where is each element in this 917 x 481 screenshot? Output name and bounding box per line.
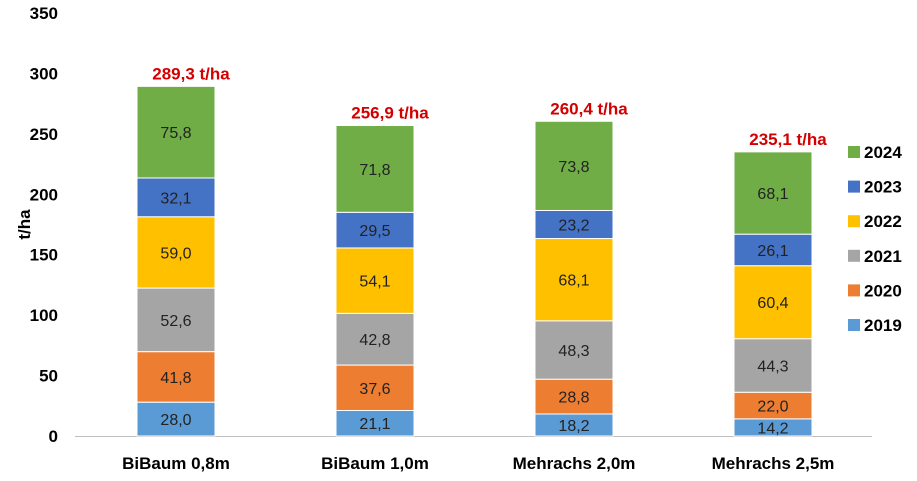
data-label: 14,2 xyxy=(757,420,788,437)
data-label: 18,2 xyxy=(558,418,589,435)
data-label: 68,1 xyxy=(757,186,788,203)
data-label: 28,8 xyxy=(558,390,589,407)
bar-segment-2021 xyxy=(335,312,415,366)
bar-segment-2023 xyxy=(335,211,415,249)
bar-segment-2024 xyxy=(335,125,415,213)
y-tick-label: 150 xyxy=(30,246,58,265)
bar-segment-2022 xyxy=(733,265,813,340)
legend-swatch-2023 xyxy=(848,180,860,193)
bar-segment-2021 xyxy=(733,338,813,393)
bar-segment-2023 xyxy=(534,209,614,240)
y-tick-label: 100 xyxy=(30,306,58,325)
y-tick-label: 350 xyxy=(30,4,58,23)
data-label: 42,8 xyxy=(359,332,390,349)
data-label: 22,0 xyxy=(757,399,788,416)
legend-label: 2024 xyxy=(864,143,902,162)
legend-label: 2022 xyxy=(864,212,902,231)
bar-total-label: 235,1 t/ha xyxy=(749,130,827,149)
bar-segment-2023 xyxy=(136,177,216,218)
data-label: 37,6 xyxy=(359,381,390,398)
y-tick-label: 200 xyxy=(30,185,58,204)
bar-segment-2019 xyxy=(136,401,216,437)
bar-segment-2022 xyxy=(136,216,216,289)
data-label: 59,0 xyxy=(160,245,191,262)
legend-swatch-2021 xyxy=(848,249,860,262)
legend-swatch-2024 xyxy=(848,146,860,158)
x-category-label: Mehrachs 2,5m xyxy=(712,454,835,473)
legend-label: 2019 xyxy=(864,316,902,335)
bar-segment-2022 xyxy=(335,247,415,314)
data-label: 48,3 xyxy=(558,343,589,360)
y-tick-label: 0 xyxy=(49,427,58,446)
data-label: 28,0 xyxy=(160,412,191,429)
data-label: 21,1 xyxy=(359,416,390,433)
legend-label: 2021 xyxy=(864,247,902,266)
legend-swatch-2019 xyxy=(848,319,860,331)
x-category-label: BiBaum 0,8m xyxy=(122,454,230,473)
legend-swatch-2020 xyxy=(848,284,860,297)
x-category-label: Mehrachs 2,0m xyxy=(513,454,636,473)
y-axis-title: t/ha xyxy=(15,209,34,240)
data-label: 32,1 xyxy=(160,190,191,207)
data-label: 52,6 xyxy=(160,313,191,330)
legend-label: 2020 xyxy=(864,281,902,300)
y-tick-label: 50 xyxy=(39,367,58,386)
bar-segment-2020 xyxy=(733,391,813,420)
bar-segment-2024 xyxy=(136,85,216,179)
data-label: 68,1 xyxy=(558,273,589,290)
bar-total-label: 289,3 t/ha xyxy=(152,64,230,83)
bar-total-label: 260,4 t/ha xyxy=(550,99,628,118)
bar-total-label: 256,9 t/ha xyxy=(351,104,429,123)
y-tick-label: 250 xyxy=(30,125,58,144)
bar-segment-2023 xyxy=(733,233,813,267)
data-label: 44,3 xyxy=(757,358,788,375)
bar-segment-2019 xyxy=(335,409,415,437)
data-label: 71,8 xyxy=(359,162,390,179)
bar-segment-2020 xyxy=(534,378,614,415)
x-category-label: BiBaum 1,0m xyxy=(321,454,429,473)
y-tick-label: 300 xyxy=(30,64,58,83)
bar-segment-2022 xyxy=(534,238,614,322)
data-label: 73,8 xyxy=(558,159,589,176)
bar-segment-2020 xyxy=(136,351,216,403)
data-label: 54,1 xyxy=(359,274,390,291)
bar-segment-2024 xyxy=(733,151,813,235)
data-label: 26,1 xyxy=(757,243,788,260)
legend-swatch-2022 xyxy=(848,215,860,228)
data-label: 41,8 xyxy=(160,370,191,387)
data-label: 29,5 xyxy=(359,223,390,240)
data-label: 23,2 xyxy=(558,218,589,235)
bar-segment-2020 xyxy=(335,364,415,411)
data-label: 60,4 xyxy=(757,295,788,312)
legend-label: 2023 xyxy=(864,178,902,197)
data-label: 75,8 xyxy=(160,125,191,142)
bar-segment-2024 xyxy=(534,120,614,211)
